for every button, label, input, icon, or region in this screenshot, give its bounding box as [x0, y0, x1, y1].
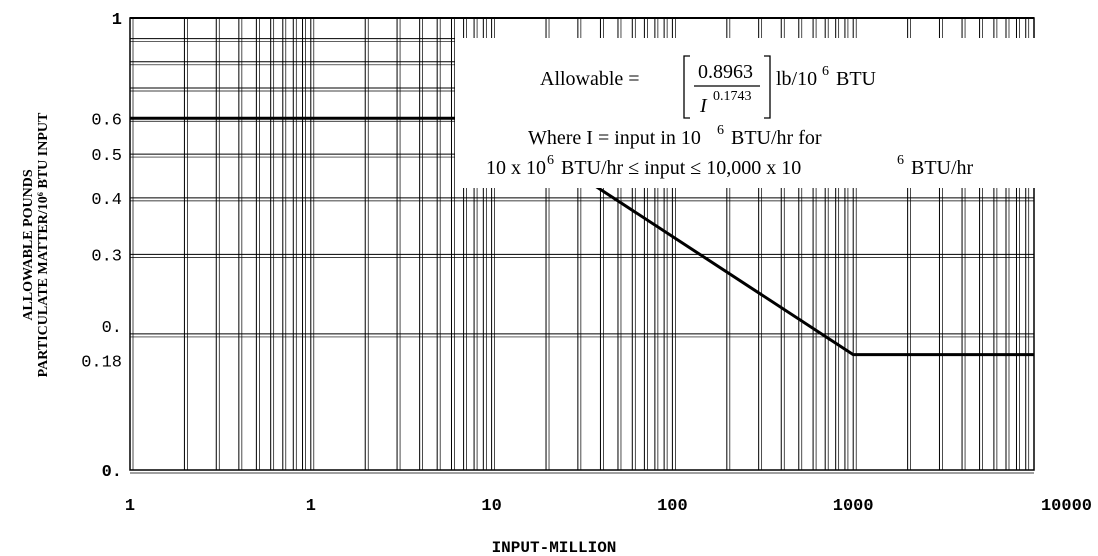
formula-annotation: Allowable = 0.8963 I 0.1743 lb/10 6 BTU … — [455, 38, 1045, 188]
range-text-b: BTU/hr ≤ input ≤ 10,000 x 10 — [561, 157, 801, 179]
formula-unit-tail: BTU — [836, 68, 877, 90]
y-tick-label: 0.6 — [91, 111, 122, 130]
formula-numerator: 0.8963 — [698, 61, 753, 83]
y-axis-title: ALLOWABLE POUNDS PARTICULATE MATTER/10⁶ … — [21, 112, 51, 377]
y-axis-title-line2: PARTICULATE MATTER/10⁶ BTU INPUT — [36, 112, 51, 377]
x-axis-title: INPUT-MILLION — [492, 539, 617, 556]
where-tail: BTU/hr for — [731, 127, 822, 149]
series-line — [130, 116, 1034, 357]
formula-prefix: Allowable = — [540, 68, 640, 90]
x-tick-labels: 1 1 10 100 1000 10000 — [125, 497, 1092, 516]
x-tick-label: 1 — [125, 497, 135, 516]
range-text-c: BTU/hr — [911, 157, 974, 179]
range-text-a: 10 x 10 — [486, 157, 546, 179]
x-tick-label: 1000 — [833, 497, 874, 516]
y-tick-label: 0. — [102, 463, 122, 482]
formula-unit: lb/10 — [776, 68, 817, 90]
x-tick-label: 10000 — [1041, 497, 1092, 516]
y-tick-label: 0.18 — [81, 354, 122, 373]
where-exp: 6 — [717, 123, 724, 138]
formula-unit-exp: 6 — [822, 64, 829, 79]
y-tick-labels: 1 0.6 0.5 0.4 0.3 0. 0.18 0. — [81, 11, 122, 482]
y-tick-label: 0. — [102, 319, 122, 338]
x-tick-label: 100 — [657, 497, 688, 516]
range-exp-a: 6 — [547, 153, 554, 168]
x-tick-label: 10 — [481, 497, 501, 516]
left-bracket — [683, 55, 690, 119]
formula-box — [455, 38, 1045, 188]
y-axis-title-line1: ALLOWABLE POUNDS — [21, 169, 36, 321]
formula-denominator-var: I — [699, 95, 708, 117]
right-bracket — [764, 55, 771, 119]
series-line-path — [130, 116, 1034, 357]
range-exp-b: 6 — [897, 153, 904, 168]
x-tick-label: 1 — [306, 497, 316, 516]
formula-denominator-exp: 0.1743 — [713, 89, 752, 104]
y-tick-label: 0.4 — [91, 191, 122, 210]
plot-frame — [129, 17, 1035, 471]
y-tick-label: 1 — [112, 11, 122, 30]
y-tick-label: 0.5 — [91, 147, 122, 166]
y-tick-label: 0.3 — [91, 247, 122, 266]
where-text: Where I = input in 10 — [528, 127, 701, 149]
